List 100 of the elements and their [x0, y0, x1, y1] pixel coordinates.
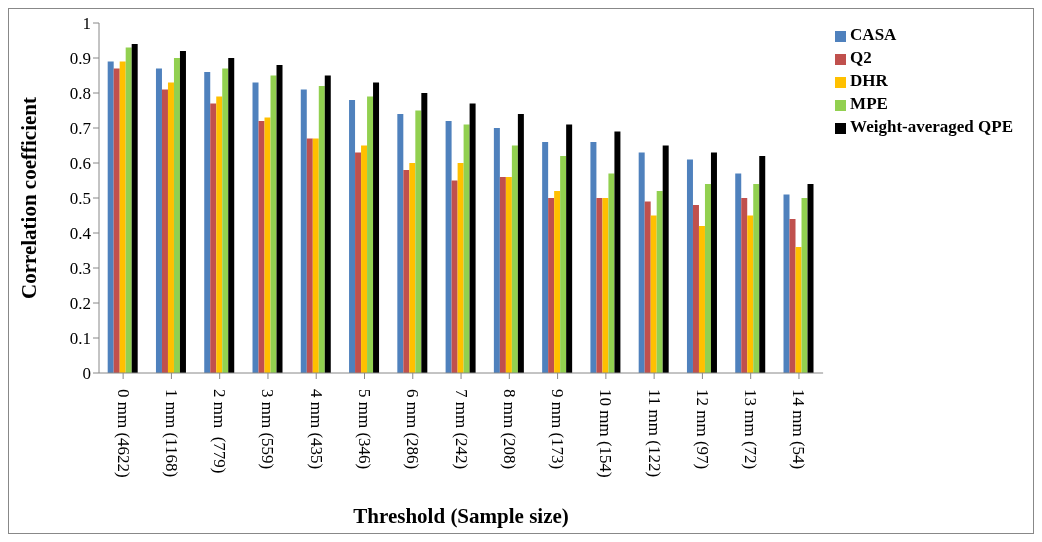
bar	[747, 215, 754, 373]
legend-label: CASA	[850, 25, 897, 44]
bar	[457, 163, 464, 373]
bar	[463, 124, 470, 373]
bar	[222, 68, 229, 373]
bar	[349, 100, 356, 373]
bar	[204, 72, 211, 373]
bar	[179, 51, 186, 373]
bar	[324, 75, 331, 373]
y-tick-label: 0.9	[69, 49, 91, 69]
bar	[753, 184, 760, 373]
y-tick-label: 0.4	[69, 224, 92, 244]
x-tick-label: 12 mm (97)	[692, 389, 712, 470]
x-tick-label: 5 mm (346)	[355, 389, 374, 470]
bar	[686, 159, 693, 373]
x-tick-label: 4 mm (435)	[306, 389, 326, 470]
x-tick-label: 3 mm (559)	[258, 389, 278, 470]
bar	[355, 152, 362, 373]
bar	[252, 82, 259, 373]
bar	[698, 226, 705, 373]
y-tick-label: 0.8	[69, 84, 91, 104]
y-tick-label: 0.3	[69, 259, 91, 279]
legend-label: Weight-averaged QPE	[850, 117, 1013, 136]
bar	[644, 201, 651, 373]
x-tick-label: 0 mm (4622)	[113, 389, 133, 478]
bar	[173, 58, 180, 373]
bar	[270, 75, 277, 373]
y-tick-label: 1	[82, 14, 91, 34]
bar	[300, 89, 307, 373]
x-tick-label: 9 mm (173)	[548, 389, 568, 470]
bar	[469, 103, 476, 373]
x-tick-label: 11 mm (122)	[644, 389, 664, 478]
bar	[131, 44, 138, 373]
x-tick-label: 13 mm (72)	[741, 389, 761, 470]
bar	[548, 198, 555, 373]
bar	[264, 117, 271, 373]
y-tick-label: 0.1	[69, 329, 91, 349]
bar	[499, 177, 506, 373]
bar	[421, 93, 428, 373]
legend-label: Q2	[850, 48, 872, 67]
bar	[638, 152, 645, 373]
bar	[517, 114, 524, 373]
bar	[451, 180, 458, 373]
bar	[210, 103, 217, 373]
bar	[318, 86, 325, 373]
bar	[801, 198, 808, 373]
y-tick-label: 0	[82, 364, 91, 384]
y-tick-label: 0.6	[69, 154, 91, 174]
bar	[704, 184, 711, 373]
bar	[258, 121, 265, 373]
bar	[656, 191, 663, 373]
bar	[161, 89, 168, 373]
bar	[155, 68, 162, 373]
bar	[409, 163, 416, 373]
bar	[361, 145, 368, 373]
bar	[493, 128, 500, 373]
bar	[759, 156, 766, 373]
bar	[710, 152, 717, 373]
bar	[662, 145, 669, 373]
bar	[167, 82, 174, 373]
bar	[397, 114, 404, 373]
bar	[692, 205, 699, 373]
bar	[107, 61, 114, 373]
bar	[373, 82, 380, 373]
bar	[125, 47, 132, 373]
bar	[602, 198, 609, 373]
bar	[505, 177, 512, 373]
bar	[403, 170, 410, 373]
y-axis-title: Correlation coefficient	[17, 97, 42, 299]
legend-label: MPE	[850, 94, 888, 113]
bar	[608, 173, 615, 373]
bar	[511, 145, 518, 373]
x-axis-title: Threshold (Sample size)	[353, 504, 569, 528]
bar	[560, 156, 567, 373]
bar	[735, 173, 742, 373]
x-tick-label: 14 mm (54)	[789, 389, 809, 470]
bar	[596, 198, 603, 373]
bar	[367, 96, 374, 373]
bar	[807, 184, 814, 373]
y-tick-label: 0.2	[69, 294, 91, 314]
bar	[783, 194, 790, 373]
bar	[445, 121, 452, 373]
bar	[650, 215, 657, 373]
bar	[789, 219, 796, 373]
x-tick-label: 6 mm (286)	[403, 389, 423, 470]
bar	[113, 68, 120, 373]
x-tick-label: 10 mm (154)	[596, 389, 616, 478]
bar	[228, 58, 235, 373]
bar	[741, 198, 748, 373]
bar	[554, 191, 561, 373]
bar	[566, 124, 573, 373]
bar	[415, 110, 422, 373]
y-tick-label: 0.5	[69, 189, 91, 209]
bar	[614, 131, 621, 373]
bar	[312, 138, 319, 373]
bar	[542, 142, 549, 373]
bar	[119, 61, 126, 373]
y-tick-label: 0.7	[69, 119, 92, 139]
x-tick-label: 1 mm (1168)	[161, 389, 181, 478]
bar	[276, 65, 283, 373]
